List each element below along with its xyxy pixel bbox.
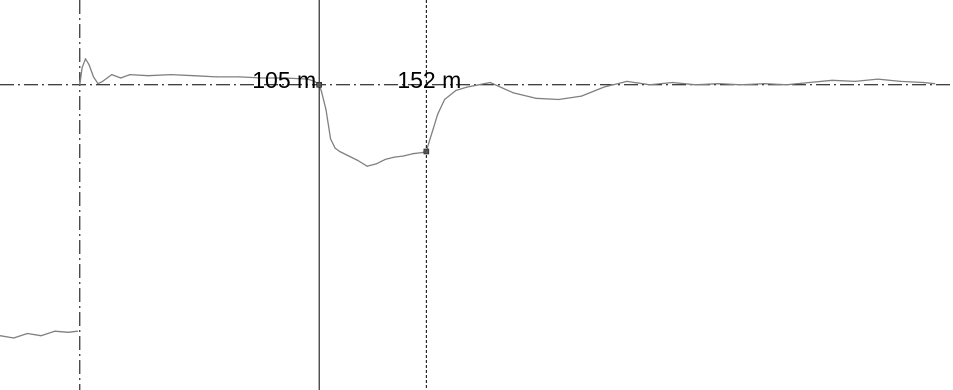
trace-point [740,84,742,86]
trace-point [831,79,833,81]
trace-point [478,84,480,86]
trace-point [76,330,79,332]
trace-point [88,63,90,65]
trace-point [314,80,316,82]
trace-point [626,80,628,82]
trace-point [120,77,122,79]
trace-point [111,74,113,76]
trace-point [786,84,788,86]
trace-point [67,331,69,333]
trace-point [330,138,332,140]
trace-point [54,330,56,332]
trace-point [339,150,341,153]
trace-point [193,75,195,77]
trace-point [170,74,172,76]
trace-point [535,97,537,99]
trace-point [307,78,309,80]
trace-point [216,76,218,78]
trace-point [84,58,87,60]
trace-point [489,81,491,84]
trace-point [763,83,765,85]
trace-point [334,147,336,149]
trace-point [808,81,811,84]
trace-point [900,80,902,82]
trace-point [428,143,430,145]
trace-point [854,80,856,82]
trace-point [129,74,131,76]
trace-point [284,77,286,79]
trace-point [922,81,925,84]
marker-105m-handle[interactable] [316,81,322,88]
distance-markers: 105 m 152 m [252,0,461,390]
trace-segment-2 [79,58,935,167]
trace-point [402,155,405,157]
trace-point [325,109,327,111]
trace-point [92,76,95,78]
trace-point [0,335,1,337]
trace-point [432,128,434,130]
trace-point [512,92,514,94]
trace-point [444,98,446,101]
trace-point [455,89,457,91]
trace-point [603,86,605,88]
trace-point [13,337,15,339]
trace-point [97,83,99,85]
trace-series [0,58,936,339]
trace-point [672,81,674,84]
trace-point [412,153,414,155]
trace-point [375,163,377,165]
trace-point [437,113,439,115]
trace-point [393,156,395,158]
trace-point [580,95,583,97]
trace-point [877,78,879,80]
trace-point [26,332,28,335]
trace-segment-1 [0,330,78,339]
trace-point [238,76,240,78]
marker-152m-handle[interactable] [423,148,430,155]
trace-point [366,165,368,167]
trace-point [934,83,936,85]
trace-point [320,91,323,93]
trace-point [649,84,651,86]
trace-point [79,84,81,86]
trace-point [694,84,697,86]
trace-point [558,98,560,101]
trace-point [384,158,386,160]
trace-point [348,155,350,157]
trace-point [717,83,719,85]
trace-point [421,152,423,154]
trace-point [261,77,263,79]
trace-point [102,80,104,82]
trace-point [81,67,83,69]
marker-105m-label: 105 m [252,67,316,93]
trace-point [40,335,42,337]
trace-point [147,75,149,77]
trace-point [466,86,468,88]
trace-point [357,159,359,162]
marker-152m-label: 152 m [397,67,461,93]
